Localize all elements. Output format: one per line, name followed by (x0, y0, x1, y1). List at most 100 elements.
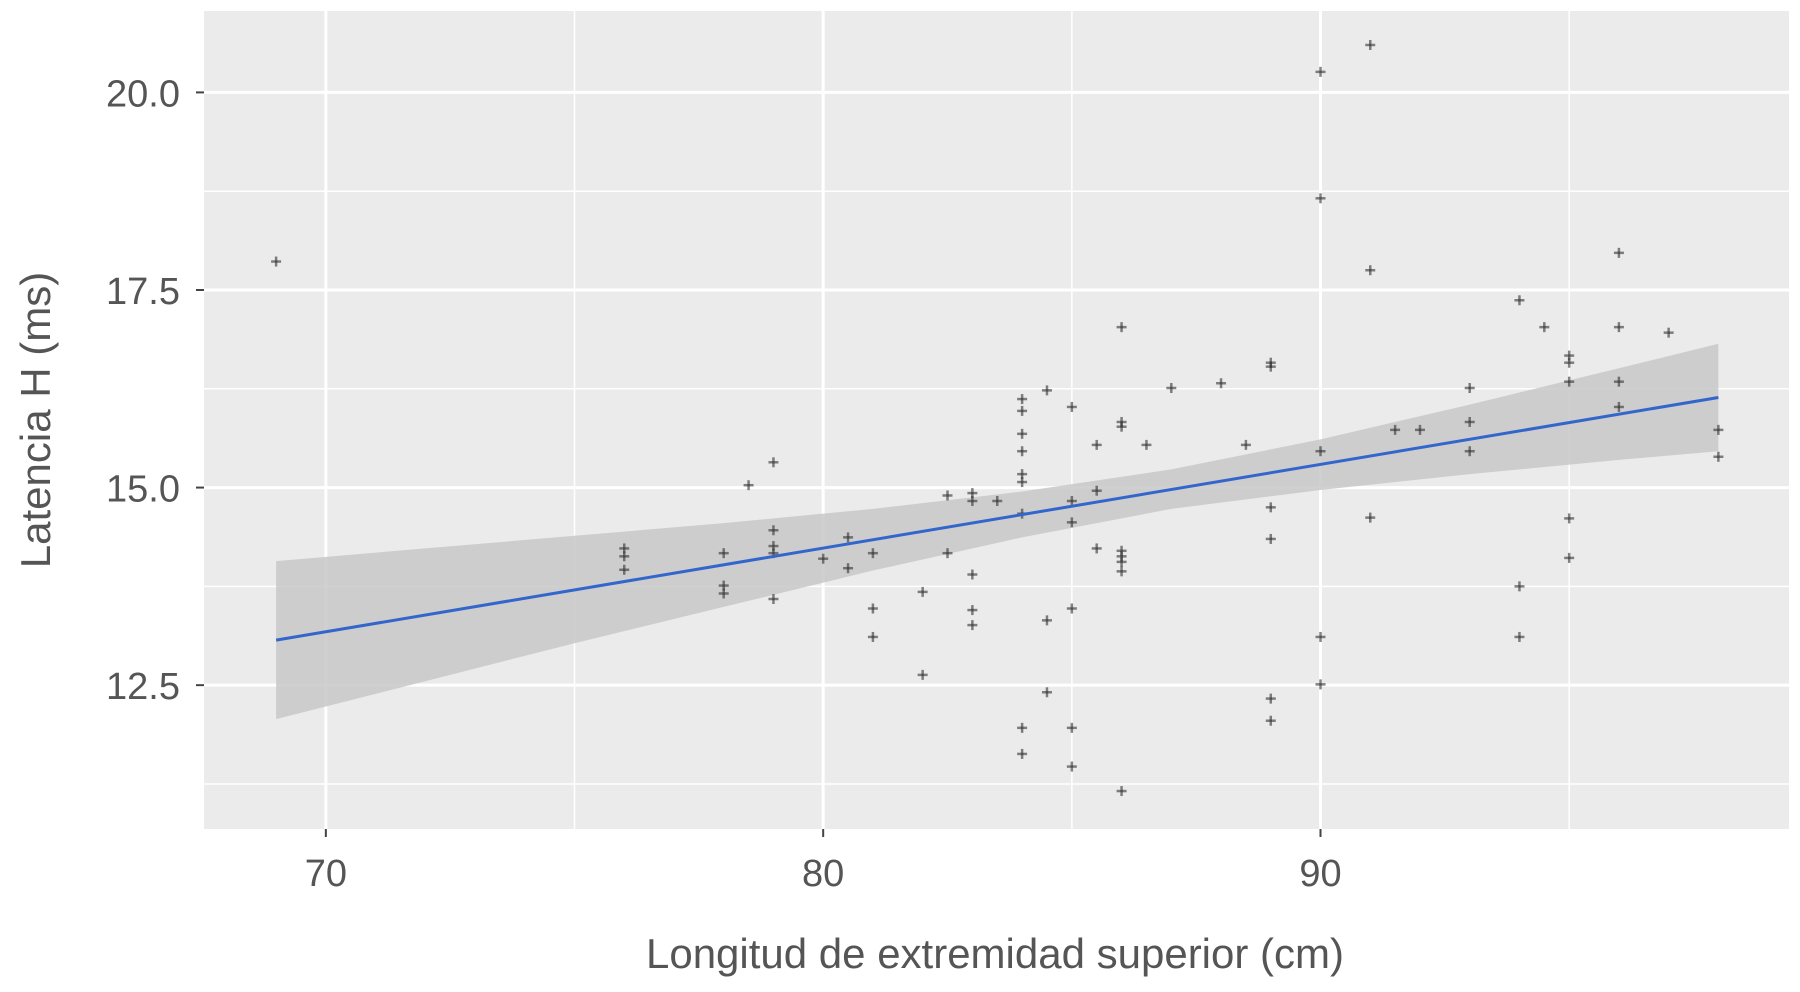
confidence-band (276, 343, 1719, 720)
data-point (619, 564, 630, 575)
data-point (271, 256, 282, 267)
data-point (1116, 786, 1127, 797)
data-point (1116, 556, 1127, 567)
data-point (818, 553, 829, 564)
data-point (867, 603, 878, 614)
data-point (867, 548, 878, 559)
data-point (967, 620, 978, 631)
data-point (1414, 424, 1425, 435)
data-point (1464, 382, 1475, 393)
points-group (271, 39, 1724, 797)
data-point (1315, 679, 1326, 690)
data-point (1017, 477, 1028, 488)
data-point (1041, 615, 1052, 626)
data-point (1564, 552, 1575, 563)
data-point (1066, 496, 1077, 507)
fit-line-group (275, 395, 1719, 642)
data-point (1613, 376, 1624, 387)
data-point (1141, 439, 1152, 450)
data-point (1265, 715, 1276, 726)
data-point (1390, 424, 1401, 435)
data-point (619, 551, 630, 562)
data-point (1265, 693, 1276, 704)
data-point (1514, 581, 1525, 592)
data-point (1315, 66, 1326, 77)
data-point (1066, 517, 1077, 528)
data-point (1564, 357, 1575, 368)
data-point (718, 548, 729, 559)
data-point (1365, 265, 1376, 276)
data-point (992, 496, 1003, 507)
data-point (843, 532, 854, 543)
data-point (967, 605, 978, 616)
y-tick-label: 15.0 (106, 469, 180, 511)
data-point (1066, 722, 1077, 733)
data-point (1091, 485, 1102, 496)
y-tick-label: 20.0 (106, 73, 180, 115)
data-point (1365, 39, 1376, 50)
data-point (1713, 424, 1724, 435)
data-point (1539, 322, 1550, 333)
data-point (1315, 446, 1326, 457)
data-point (1116, 322, 1127, 333)
data-point (1315, 631, 1326, 642)
data-point (1265, 361, 1276, 372)
data-point (1514, 631, 1525, 642)
data-point (1066, 761, 1077, 772)
data-point (1017, 428, 1028, 439)
data-point (1091, 439, 1102, 450)
gridlines (204, 11, 1789, 829)
data-point (1116, 566, 1127, 577)
data-point (917, 669, 928, 680)
data-point (1240, 439, 1251, 450)
x-tick-label: 70 (305, 853, 347, 895)
data-point (942, 548, 953, 559)
data-point (1613, 247, 1624, 258)
data-point (1066, 401, 1077, 412)
data-point (1464, 446, 1475, 457)
data-point (1564, 376, 1575, 387)
data-point (1514, 295, 1525, 306)
y-tick-label: 12.5 (106, 666, 180, 708)
y-axis-title: Latencia H (ms) (12, 272, 59, 568)
confidence-band-group (276, 343, 1719, 720)
x-tick-label: 80 (802, 853, 844, 895)
data-point (917, 586, 928, 597)
data-point (1613, 322, 1624, 333)
data-point (1663, 327, 1674, 338)
data-point (1265, 502, 1276, 513)
data-point (1315, 193, 1326, 204)
regression-line (275, 395, 1719, 642)
x-axis-title: Longitud de extremidad superior (cm) (646, 930, 1344, 977)
data-point (967, 569, 978, 580)
data-point (1265, 533, 1276, 544)
data-point (1017, 748, 1028, 759)
data-point (1017, 446, 1028, 457)
data-point (768, 594, 779, 605)
data-point (967, 496, 978, 507)
data-point (1066, 603, 1077, 614)
data-point (768, 457, 779, 468)
data-point (718, 588, 729, 599)
data-point (1116, 421, 1127, 432)
axis-ticks: 70 80 90 12.5 15.0 17.5 20.0 (106, 73, 1342, 895)
x-tick-label: 90 (1299, 853, 1341, 895)
data-point (1613, 401, 1624, 412)
data-point (1017, 405, 1028, 416)
data-point (1041, 687, 1052, 698)
data-point (743, 480, 754, 491)
data-point (1464, 416, 1475, 427)
data-point (1713, 451, 1724, 462)
data-point (843, 563, 854, 574)
data-point (1365, 512, 1376, 523)
data-point (1041, 385, 1052, 396)
data-point (867, 631, 878, 642)
data-point (1216, 378, 1227, 389)
data-point (1166, 382, 1177, 393)
y-tick-label: 17.5 (106, 271, 180, 313)
data-point (1564, 513, 1575, 524)
data-point (768, 525, 779, 536)
data-point (1017, 722, 1028, 733)
data-point (1017, 394, 1028, 405)
